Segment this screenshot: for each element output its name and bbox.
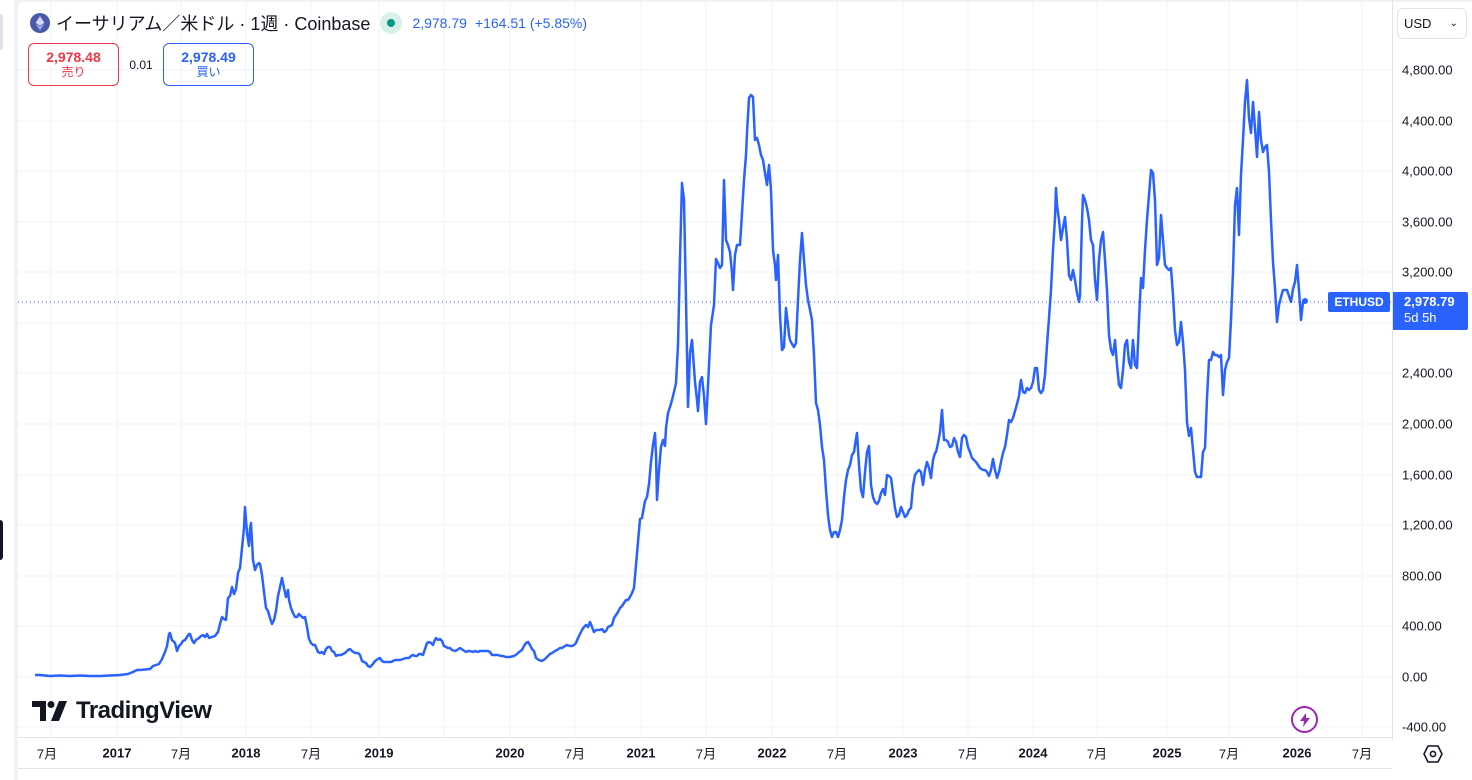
currency-value: USD <box>1404 16 1432 31</box>
y-tick: 0.00 <box>1402 669 1428 685</box>
y-tick: 400.00 <box>1402 618 1442 634</box>
buy-price: 2,978.49 <box>181 49 236 65</box>
toolbar-indicator <box>0 14 3 50</box>
time-axis-label: 2018 <box>231 745 261 761</box>
chart-legend-header[interactable]: イーサリアム／米ドル · 1週 · Coinbase 2,978.79 +164… <box>30 10 587 36</box>
time-axis-label: 2021 <box>626 745 656 761</box>
time-axis-label: 2022 <box>757 745 787 761</box>
time-axis-label: 2025 <box>1152 745 1182 761</box>
time-axis-label: 2019 <box>364 745 394 761</box>
bar-countdown: 5d 5h <box>1404 310 1437 325</box>
price-change: +164.51 (+5.85%) <box>474 15 588 31</box>
settings-hexagon-icon[interactable] <box>1421 742 1445 766</box>
sell-price: 2,978.48 <box>46 49 101 65</box>
chevron-down-icon: ⌄ <box>1449 18 1458 29</box>
ethereum-icon <box>30 13 50 33</box>
currency-select[interactable]: USD ⌄ <box>1397 8 1467 39</box>
y-tick: 4,000.00 <box>1402 163 1453 179</box>
market-status-icon[interactable] <box>380 12 403 34</box>
y-tick: 4,400.00 <box>1402 113 1453 129</box>
time-axis-label: 7月 <box>826 746 848 762</box>
toolbar-active-indicator[interactable] <box>0 520 3 560</box>
time-axis-label: 7月 <box>957 746 979 762</box>
time-axis-label: 7月 <box>564 746 586 762</box>
time-axis-label: 2023 <box>888 745 918 761</box>
buy-button[interactable]: 2,978.49 買い <box>163 43 254 86</box>
time-axis[interactable] <box>18 737 1392 769</box>
y-tick: 800.00 <box>1402 568 1442 584</box>
grid-vertical <box>50 0 1363 737</box>
tradingview-wordmark: TradingView <box>76 697 212 724</box>
time-axis-label: 2024 <box>1018 745 1048 761</box>
price-line <box>35 78 1308 678</box>
y-tick: 3,200.00 <box>1402 264 1453 280</box>
time-axis-label: 7月 <box>300 746 322 762</box>
time-axis-label: 2026 <box>1282 745 1312 761</box>
spread-value: 0.01 <box>129 57 153 72</box>
bid-ask-panel: 2,978.48 売り 0.01 2,978.49 買い <box>28 43 254 86</box>
market-open-dot <box>387 19 396 27</box>
time-axis-label: 7月 <box>36 746 58 762</box>
tradingview-logo[interactable]: TradingView <box>32 697 212 725</box>
time-axis-label: 2017 <box>102 745 132 761</box>
y-tick: 2,400.00 <box>1402 365 1453 381</box>
tradingview-logo-icon <box>32 701 67 721</box>
sell-label: 売り <box>61 65 86 79</box>
price-axis[interactable] <box>1392 0 1472 740</box>
time-axis-label: 7月 <box>1086 746 1108 762</box>
lightning-icon[interactable] <box>1291 706 1318 733</box>
y-tick: 2,000.00 <box>1402 416 1453 432</box>
sell-button[interactable]: 2,978.48 売り <box>28 43 119 86</box>
left-toolbar-edge <box>0 0 14 780</box>
time-axis-label: 7月 <box>1351 746 1373 762</box>
time-axis-label: 7月 <box>1218 746 1240 762</box>
y-tick: 1,600.00 <box>1402 467 1453 483</box>
last-price-dot <box>1302 298 1308 304</box>
y-tick: 1,200.00 <box>1402 517 1453 533</box>
current-price-label: 2,978.79 5d 5h <box>1393 292 1468 330</box>
y-tick: 4,800.00 <box>1402 62 1453 78</box>
y-tick: 3,600.00 <box>1402 214 1453 230</box>
chart-panel[interactable] <box>18 2 1472 780</box>
time-axis-label: 7月 <box>695 746 717 762</box>
current-price-value: 2,978.79 <box>1404 294 1455 309</box>
time-axis-label: 2020 <box>495 745 525 761</box>
last-price: 2,978.79 <box>412 15 467 31</box>
buy-label: 買い <box>196 65 221 79</box>
symbol-title[interactable]: イーサリアム／米ドル · 1週 · Coinbase <box>56 14 371 34</box>
symbol-price-label: ETHUSD <box>1328 292 1390 312</box>
time-axis-label: 7月 <box>170 746 192 762</box>
y-tick: -400.00 <box>1402 719 1447 735</box>
